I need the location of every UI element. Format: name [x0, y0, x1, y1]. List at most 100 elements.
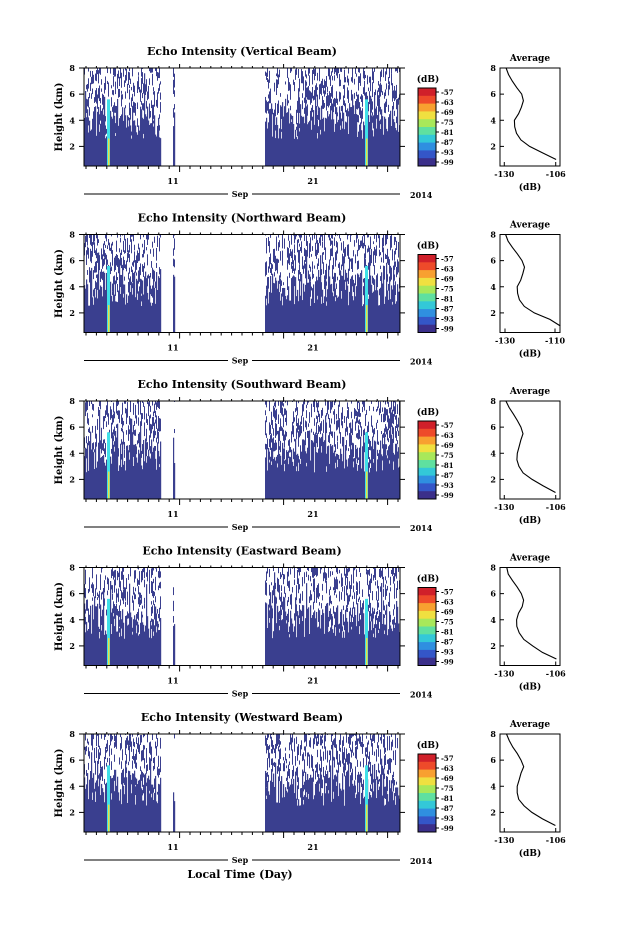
colorbar-segment	[418, 808, 436, 817]
echo-column	[321, 795, 323, 832]
echo-column	[280, 105, 282, 166]
echo-streak	[107, 245, 108, 250]
echo-column	[268, 447, 270, 499]
echo-column	[381, 454, 383, 499]
colorbar-segment	[418, 111, 436, 120]
echo-column	[318, 448, 320, 499]
echo-streak	[124, 441, 125, 450]
echo-streak	[379, 609, 380, 622]
echo-column	[151, 123, 153, 166]
echo-streak	[158, 755, 159, 767]
echo-streak	[304, 107, 305, 114]
echo-column	[344, 805, 346, 832]
echo-column	[279, 292, 281, 333]
echo-streak	[106, 128, 107, 134]
echo-streak	[333, 257, 334, 270]
echo-streak	[363, 242, 364, 249]
echo-streak	[368, 101, 369, 112]
echo-streak	[294, 567, 295, 579]
echo-streak	[370, 76, 371, 92]
echo-streak	[356, 417, 357, 424]
echo-streak	[374, 734, 375, 743]
echo-streak	[117, 570, 118, 581]
echo-column	[120, 610, 122, 666]
echo-streak	[392, 739, 393, 747]
echo-column	[286, 790, 288, 832]
echo-column	[159, 277, 161, 333]
echo-column	[398, 623, 400, 666]
echo-streak	[388, 283, 389, 291]
echo-streak	[316, 764, 317, 773]
echo-streak	[380, 119, 381, 125]
echo-streak	[141, 570, 142, 583]
echo-streak	[378, 602, 379, 608]
echo-streak	[359, 567, 360, 573]
echo-column	[89, 614, 91, 666]
echo-column	[305, 771, 307, 832]
echo-column	[391, 434, 393, 499]
echo-streak	[118, 572, 119, 578]
echo-column	[363, 304, 365, 333]
profile-x-tick-label: -130	[495, 336, 515, 346]
echo-column	[330, 627, 332, 666]
echo-streak	[146, 764, 147, 774]
echo-column	[136, 633, 138, 666]
echo-streak	[310, 91, 311, 105]
echo-streak	[385, 610, 386, 615]
colorbar-tick-label: -57	[441, 255, 454, 264]
echo-streak	[321, 436, 322, 447]
echo-column	[152, 619, 154, 666]
echo-streak	[266, 289, 267, 299]
echo-streak	[341, 275, 342, 291]
echo-streak	[88, 762, 89, 770]
echo-streak	[114, 734, 115, 742]
echo-streak	[174, 238, 175, 250]
echo-streak	[91, 401, 92, 404]
echo-streak	[280, 763, 281, 772]
echo-streak	[117, 255, 118, 267]
echo-streak	[377, 580, 378, 589]
colorbar-segment	[418, 491, 436, 500]
echo-streak	[271, 433, 272, 443]
echo-column	[388, 117, 390, 166]
echo-column	[300, 295, 302, 333]
echo-streak	[288, 248, 289, 264]
echo-column	[340, 270, 342, 333]
echo-column	[86, 117, 88, 166]
echo-column	[266, 603, 268, 666]
echo-streak	[342, 626, 343, 632]
echo-streak	[335, 612, 336, 628]
echo-streak	[158, 768, 159, 778]
echo-column	[391, 285, 393, 333]
echo-column	[281, 620, 283, 666]
echo-column	[94, 288, 96, 333]
echo-streak	[325, 770, 326, 784]
y-tick-label: 8	[69, 63, 75, 73]
echo-column	[330, 765, 332, 832]
echo-column	[140, 421, 142, 499]
echo-streak	[318, 106, 319, 111]
echo-column	[274, 572, 276, 666]
echo-column	[152, 302, 154, 333]
echo-streak	[386, 98, 387, 107]
echo-column	[316, 276, 318, 333]
echo-streak	[325, 247, 326, 260]
panel-title: Echo Intensity (Southward Beam)	[138, 378, 347, 391]
echo-column	[375, 290, 377, 333]
echo-streak	[101, 616, 102, 626]
echo-streak	[143, 567, 144, 573]
echo-streak	[368, 262, 369, 270]
echo-streak	[316, 736, 317, 746]
echo-streak	[115, 255, 116, 271]
echo-streak	[147, 234, 148, 245]
colorbar-tick-label: -57	[441, 754, 454, 763]
echo-streak	[339, 91, 340, 102]
echo-streak	[149, 779, 150, 791]
echo-column	[97, 111, 99, 166]
echo-column	[299, 131, 301, 166]
echo-column	[96, 780, 98, 832]
echo-column	[158, 783, 160, 832]
echo-streak	[376, 749, 377, 762]
echo-streak	[375, 615, 376, 629]
echo-streak	[107, 68, 108, 74]
